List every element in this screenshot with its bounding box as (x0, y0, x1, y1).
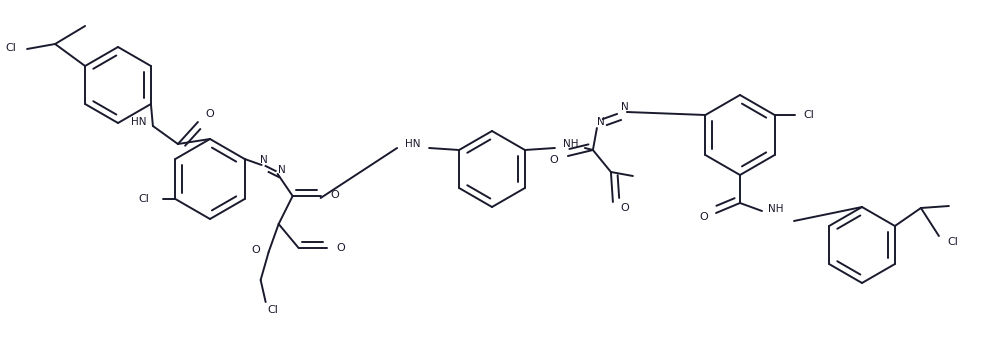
Text: HN: HN (131, 117, 147, 127)
Text: HN: HN (405, 139, 421, 149)
Text: NH: NH (563, 139, 579, 149)
Text: O: O (206, 109, 215, 119)
Text: O: O (331, 190, 339, 200)
Text: N: N (621, 102, 629, 112)
Text: Cl: Cl (138, 194, 149, 204)
Text: N: N (597, 117, 605, 127)
Text: O: O (337, 243, 345, 253)
Text: Cl: Cl (6, 43, 17, 53)
Text: O: O (549, 155, 558, 165)
Text: O: O (621, 203, 630, 213)
Text: NH: NH (769, 204, 783, 214)
Text: O: O (700, 212, 708, 222)
Text: Cl: Cl (268, 305, 278, 315)
Text: O: O (251, 245, 260, 255)
Text: Cl: Cl (803, 110, 814, 120)
Text: Cl: Cl (948, 237, 958, 247)
Text: N: N (277, 165, 285, 175)
Text: N: N (260, 155, 268, 165)
